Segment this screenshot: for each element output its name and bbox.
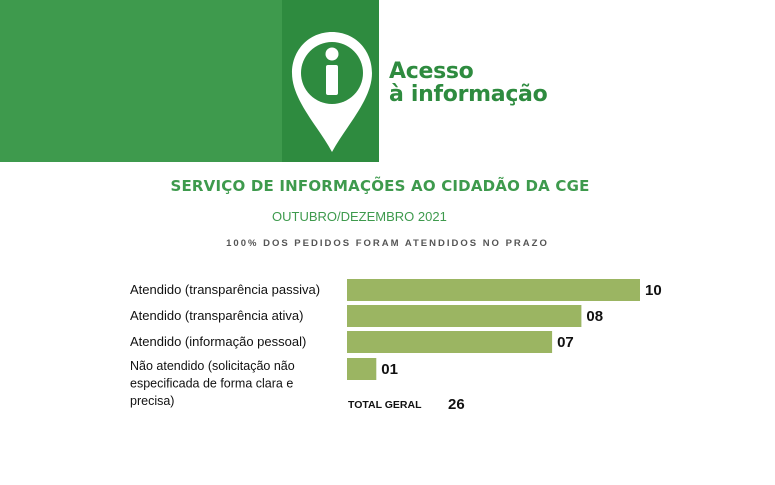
- brand-line-2: à informação: [389, 82, 548, 107]
- page-title: SERVIÇO DE INFORMAÇÕES AO CIDADÃO DA CGE: [170, 177, 590, 195]
- category-label-4-line-3: precisa): [130, 394, 174, 408]
- total-label: TOTAL GERAL: [348, 399, 422, 411]
- bar-value-label-2: 08: [586, 308, 603, 325]
- bar-value-label-3: 07: [557, 334, 574, 351]
- bar-4: [347, 358, 377, 380]
- bar-value-label-4: 01: [381, 361, 398, 378]
- requests-bar-chart: 10 Atendido (transparência passiva) 08 Aten…: [130, 279, 662, 408]
- bar-3: [347, 331, 553, 353]
- category-label-4-line-1: Não atendido (solicitação não: [130, 359, 295, 373]
- brand-line-1: Acesso: [389, 59, 474, 84]
- category-label-2: Atendido (transparência ativa): [130, 308, 303, 323]
- bar-value-label-1: 10: [645, 282, 662, 299]
- period-label: OUTUBRO/DEZEMBRO 2021: [272, 209, 447, 224]
- category-label-1: Atendido (transparência passiva): [130, 282, 320, 297]
- total-value: 26: [448, 396, 465, 413]
- bar-2: [347, 305, 582, 327]
- brand-logotype: Acesso à informação: [389, 59, 548, 107]
- deadline-note: 100% DOS PEDIDOS FORAM ATENDIDOS NO PRAZ…: [226, 238, 549, 249]
- bar-1: [347, 279, 640, 301]
- category-label-3: Atendido (informação pessoal): [130, 334, 306, 349]
- info-pin-icon: [292, 32, 372, 152]
- category-label-4-line-2: especificada de forma clara e: [130, 377, 293, 391]
